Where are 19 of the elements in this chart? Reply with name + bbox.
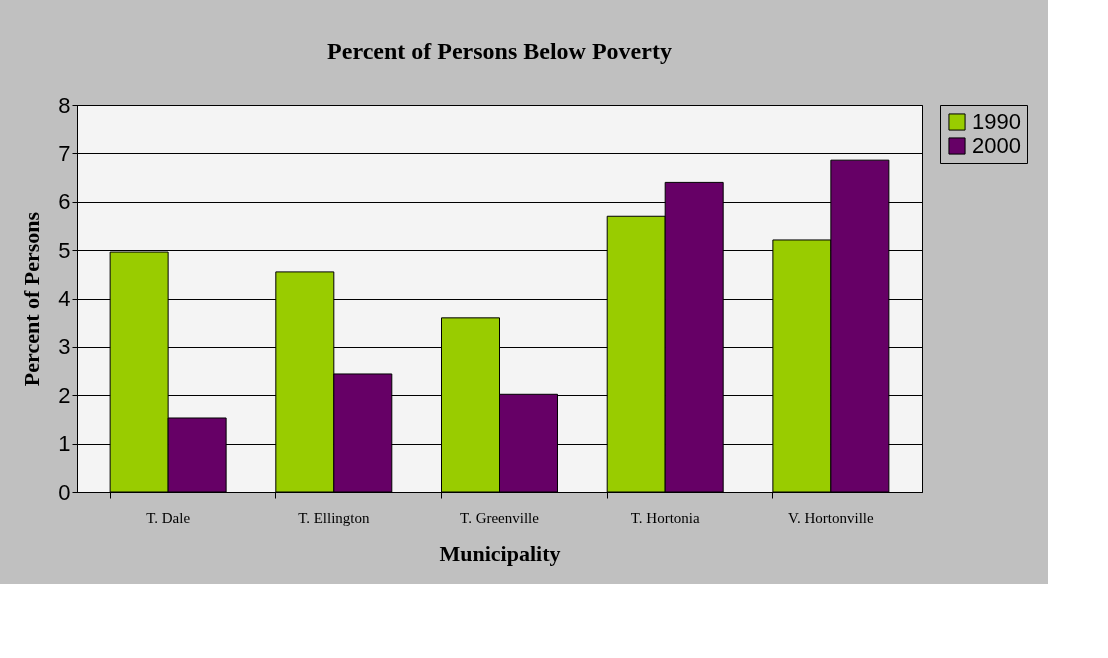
y-tick-label: 6 <box>58 189 71 215</box>
x-tick-label: T. Dale <box>146 509 191 526</box>
x-axis-title: Municipality <box>439 540 561 566</box>
legend-label: 2000 <box>972 133 1021 158</box>
y-tick-label: 1 <box>58 431 71 457</box>
x-tick-label: T. Greenville <box>460 509 540 526</box>
y-tick-label: 3 <box>58 334 71 360</box>
y-tick-label: 0 <box>58 479 71 505</box>
y-tick-label: 5 <box>58 237 71 263</box>
legend-label: 1990 <box>972 109 1021 134</box>
x-tick-label: T. Ellington <box>298 509 370 526</box>
x-tick-label: V. Hortonville <box>788 509 874 526</box>
chart-title: Percent of Persons Below Poverty <box>327 38 672 64</box>
y-axis-title: Percent of Persons <box>19 211 45 387</box>
y-tick-label: 2 <box>58 382 71 408</box>
y-tick-label: 7 <box>58 140 71 166</box>
y-tick-label: 4 <box>58 286 71 311</box>
x-tick-label: T. Hortonia <box>630 509 700 526</box>
y-tick-label: 8 <box>58 92 71 118</box>
